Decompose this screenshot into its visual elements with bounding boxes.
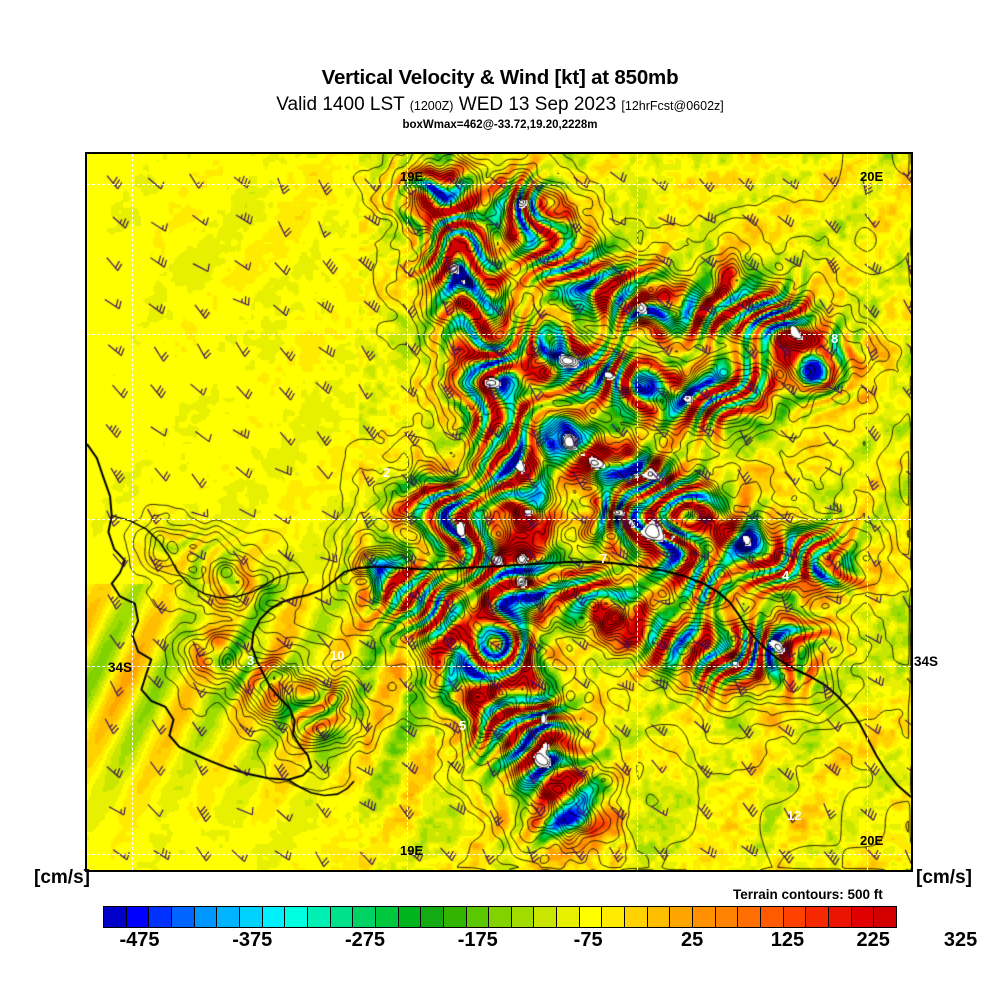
colorbar-swatch bbox=[534, 907, 558, 927]
colorbar-tick: 325 bbox=[943, 929, 978, 951]
lon-label: 19E bbox=[400, 169, 424, 184]
contour-label: 12 bbox=[787, 808, 802, 823]
colorbar-swatch bbox=[217, 907, 240, 927]
contour-label: 10 bbox=[330, 648, 345, 663]
page-title: Vertical Velocity & Wind [kt] at 850mb bbox=[321, 66, 679, 89]
colorbar-swatch bbox=[851, 907, 875, 927]
colorbar[interactable] bbox=[103, 906, 897, 928]
colorbar-tick: -175 bbox=[457, 929, 498, 951]
colorbar-swatch bbox=[647, 907, 671, 927]
colorbar-swatch bbox=[693, 907, 716, 927]
lon-label: 19E bbox=[400, 843, 424, 858]
contour-label: 5 bbox=[459, 718, 467, 733]
contour-label: 8 bbox=[831, 331, 839, 346]
lat-label-right: 34S bbox=[914, 654, 939, 669]
colorbar-swatch bbox=[375, 907, 399, 927]
colorbar-swatch bbox=[625, 907, 648, 927]
units-label-left: [cm/s] bbox=[34, 867, 90, 888]
colorbar-swatch bbox=[149, 907, 172, 927]
valid-date: WED 13 Sep 2023 bbox=[453, 93, 622, 115]
colorbar-swatch bbox=[126, 907, 150, 927]
box-max-annotation: boxWmax=462@-33.72,19.20,2228m bbox=[402, 118, 598, 131]
colorbar-swatches bbox=[103, 906, 897, 928]
colorbar-swatch bbox=[398, 907, 422, 927]
colorbar-swatch bbox=[239, 907, 263, 927]
colorbar-tick: -475 bbox=[119, 929, 160, 951]
colorbar-tick-labels: -475 -375 -275 -175 -75 25 125 225 325 bbox=[103, 929, 978, 956]
colorbar-swatch bbox=[557, 907, 580, 927]
contour-label: 2 bbox=[383, 465, 391, 480]
colorbar-swatch bbox=[715, 907, 739, 927]
colorbar-tick: 225 bbox=[856, 929, 890, 951]
forecast-hour: [12hrFcst@0602z] bbox=[621, 98, 724, 113]
colorbar-swatch bbox=[602, 907, 626, 927]
colorbar-swatch bbox=[104, 907, 127, 927]
colorbar-swatch bbox=[829, 907, 852, 927]
valid-time-utc: (1200Z) bbox=[409, 98, 454, 113]
lon-label: 20E bbox=[860, 833, 884, 848]
terrain-contour-note: Terrain contours: 500 ft bbox=[733, 887, 883, 902]
colorbar-swatch bbox=[489, 907, 512, 927]
colorbar-swatch bbox=[307, 907, 331, 927]
colorbar-swatch bbox=[421, 907, 444, 927]
lon-label: 20E bbox=[860, 169, 884, 184]
colorbar-swatch bbox=[806, 907, 829, 927]
colorbar-swatch bbox=[330, 907, 354, 927]
map-plot-area[interactable]: 2 7 8 4 10 12 5 3 19E 20E 19E 20E bbox=[85, 152, 913, 872]
colorbar-tick: -275 bbox=[345, 929, 386, 951]
colorbar-swatch bbox=[353, 907, 376, 927]
lat-label-left: 34S bbox=[108, 660, 133, 675]
colorbar-tick: -375 bbox=[232, 929, 273, 951]
units-label-right: [cm/s] bbox=[916, 867, 972, 888]
vertical-velocity-heatmap bbox=[87, 154, 911, 870]
colorbar-swatch bbox=[738, 907, 762, 927]
colorbar-swatch bbox=[466, 907, 490, 927]
colorbar-swatch bbox=[194, 907, 218, 927]
colorbar-swatch bbox=[761, 907, 784, 927]
colorbar-tick: 125 bbox=[770, 929, 805, 951]
colorbar-swatch bbox=[443, 907, 467, 927]
colorbar-swatch bbox=[874, 907, 896, 927]
contour-label: 3 bbox=[247, 653, 255, 668]
colorbar-swatch bbox=[262, 907, 286, 927]
colorbar-swatch bbox=[579, 907, 603, 927]
colorbar-swatch bbox=[285, 907, 308, 927]
colorbar-tick: -75 bbox=[573, 929, 603, 951]
colorbar-swatch bbox=[171, 907, 195, 927]
valid-time-subtitle: Valid 1400 LST (1200Z) WED 13 Sep 2023 [… bbox=[0, 95, 1000, 114]
colorbar-swatch bbox=[670, 907, 694, 927]
colorbar-swatch bbox=[511, 907, 535, 927]
contour-label: 4 bbox=[782, 568, 790, 583]
colorbar-tick: 25 bbox=[681, 929, 704, 951]
colorbar-swatch bbox=[783, 907, 807, 927]
title-block: Vertical Velocity & Wind [kt] at 850mb V… bbox=[0, 0, 1000, 131]
contour-label: 7 bbox=[600, 551, 608, 566]
valid-time-local: Valid 1400 LST bbox=[276, 93, 410, 115]
